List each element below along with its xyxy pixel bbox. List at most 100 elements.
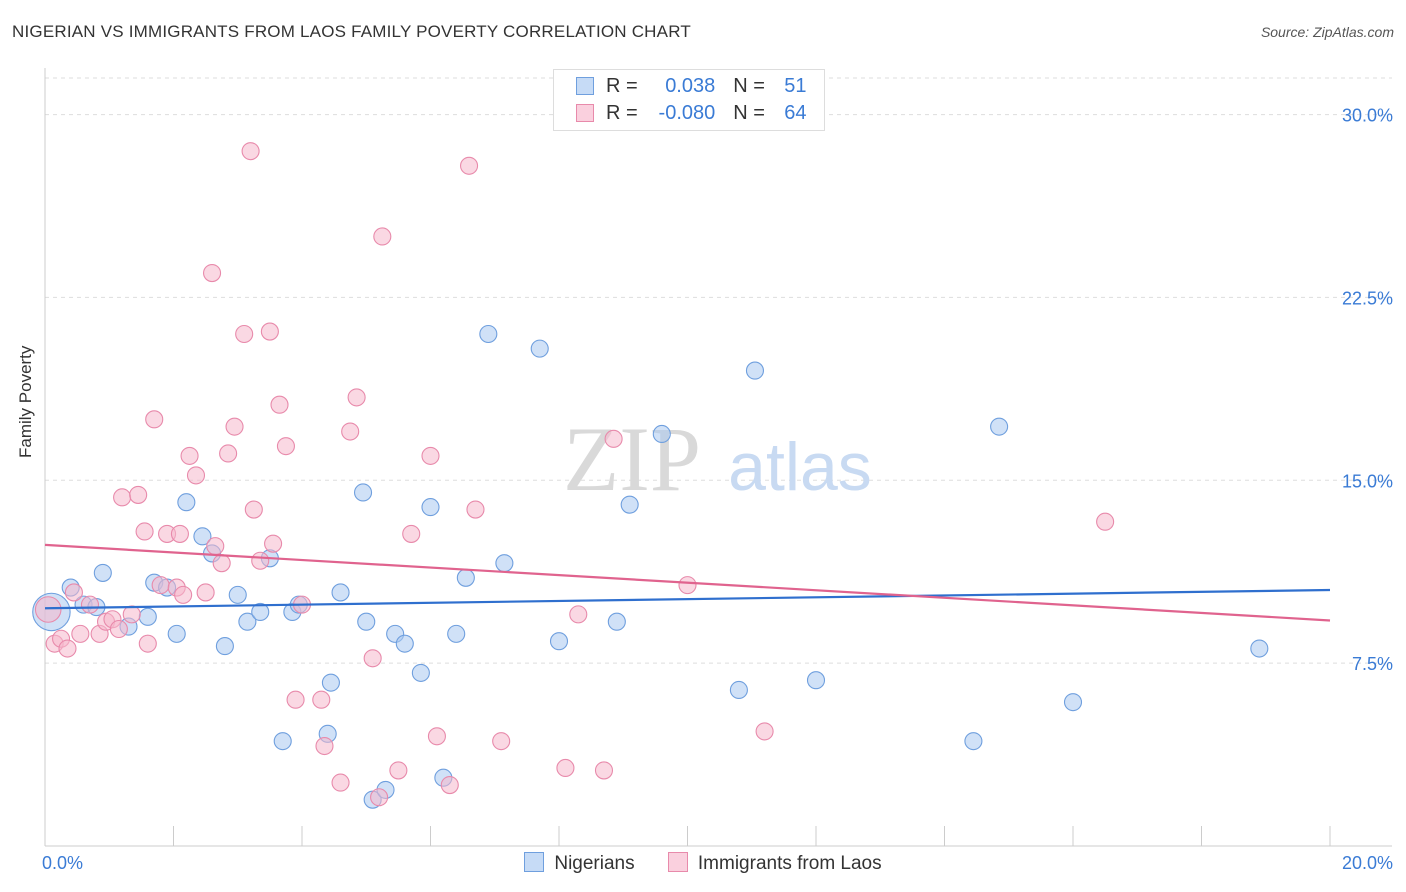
nigerians-point [228,585,247,604]
laos-point [225,417,244,436]
x-tick-label-max: 20.0% [1342,853,1393,873]
laos-point [122,605,141,624]
laos-point [145,410,164,429]
nigerians-point [990,417,1009,436]
nigerians-point [193,527,212,546]
laos-point [109,619,128,639]
laos-point [594,761,614,780]
laos-point [389,761,408,780]
laos-point [235,324,254,344]
legend-row-nigerians: R = 0.038 N = 51 [576,75,807,99]
nigerians-point [1063,693,1083,712]
watermark-atlas: atlas [728,429,872,505]
laos-point [492,732,511,751]
legend-r-label: R = [606,102,644,124]
legend-n-value: 64 [784,102,807,124]
laos-point [113,488,132,507]
nigerians-point [251,602,270,621]
legend-swatch-pink [576,104,594,122]
laos-point [678,576,697,595]
laos-point [466,500,485,519]
nigerians-point [273,732,292,751]
legend-r-value: -0.080 [658,102,716,124]
laos-point [151,576,170,595]
laos-point [402,524,421,543]
laos-trend-line [44,543,1331,622]
legend-n-value: 51 [784,75,807,97]
laos-point [331,773,350,792]
laos-point [755,722,774,741]
nigerians-point [1250,639,1269,658]
nigerians-point [411,663,430,682]
nigerians-trend-line [44,588,1331,610]
legend-item-nigerians[interactable]: Nigerians [524,852,635,875]
laos-point [244,500,263,519]
laos-point [427,727,446,746]
nigerians-point [745,361,765,380]
correlation-legend: R = 0.038 N = 51 R = -0.080 N = 64 [553,69,825,131]
axis-layer [44,68,1392,847]
laos-point [206,537,225,556]
nigerians-point [177,493,196,512]
laos-point [556,758,575,778]
tick-label-layer: 7.5% 15.0% 22.5% 30.0% 0.0% 20.0% [42,106,1393,873]
nigerians-point [620,495,639,514]
laos-point [71,624,90,643]
laos-point [312,690,331,709]
laos-point [80,595,100,614]
nigerians-point [549,632,569,651]
laos-point [260,322,279,341]
nigerians-point [321,673,340,692]
laos-point [219,444,238,463]
laos-point [174,585,193,604]
nigerians-point [353,483,373,502]
series-legend: Nigerians Immigrants from Laos [0,852,1406,875]
y-tick-label: 7.5% [1352,654,1393,674]
points-layer [32,142,1269,809]
trend-layer [44,543,1331,622]
watermark-zip: ZIP [563,408,701,510]
nigerians-point [447,624,466,643]
nigerians-point [530,339,549,358]
laos-point [1096,512,1115,531]
grid-layer [45,77,1392,664]
laos-point [212,554,231,573]
nigerians-point [806,671,826,690]
laos-point [315,736,334,756]
legend-label-laos: Immigrants from Laos [697,853,882,874]
nigerians-point [215,637,234,656]
laos-point [569,605,588,624]
laos-point [347,388,366,407]
laos-point [186,466,206,485]
nigerians-point [607,612,626,631]
laos-point [196,583,215,602]
legend-n-label: N = [733,102,771,124]
laos-point [129,485,148,504]
nigerians-point [964,732,983,751]
y-tick-label: 22.5% [1342,288,1393,308]
y-axis-title: Family Poverty [16,345,35,458]
legend-item-laos[interactable]: Immigrants from Laos [667,852,882,875]
source-label: Source: ZipAtlas.com [1260,24,1394,40]
legend-swatch-blue [576,77,594,95]
nigerians-point [729,680,748,700]
laos-point [421,446,440,465]
laos-point [241,142,260,161]
laos-point [341,422,360,441]
laos-point [363,649,382,668]
nigerians-point [167,624,186,643]
laos-point [276,437,295,456]
laos-point [286,690,305,709]
nigerians-point [357,612,376,631]
laos-point [170,524,189,543]
legend-row-laos: R = -0.080 N = 64 [576,102,807,126]
legend-r-value: 0.038 [665,75,716,97]
y-tick-label: 15.0% [1342,471,1393,491]
laos-point [135,522,154,541]
laos-point [251,551,270,570]
laos-point [440,775,459,795]
nigerians-point [138,607,157,626]
nigerians-point [652,424,671,444]
laos-point [180,446,199,465]
nigerians-point [395,634,414,653]
